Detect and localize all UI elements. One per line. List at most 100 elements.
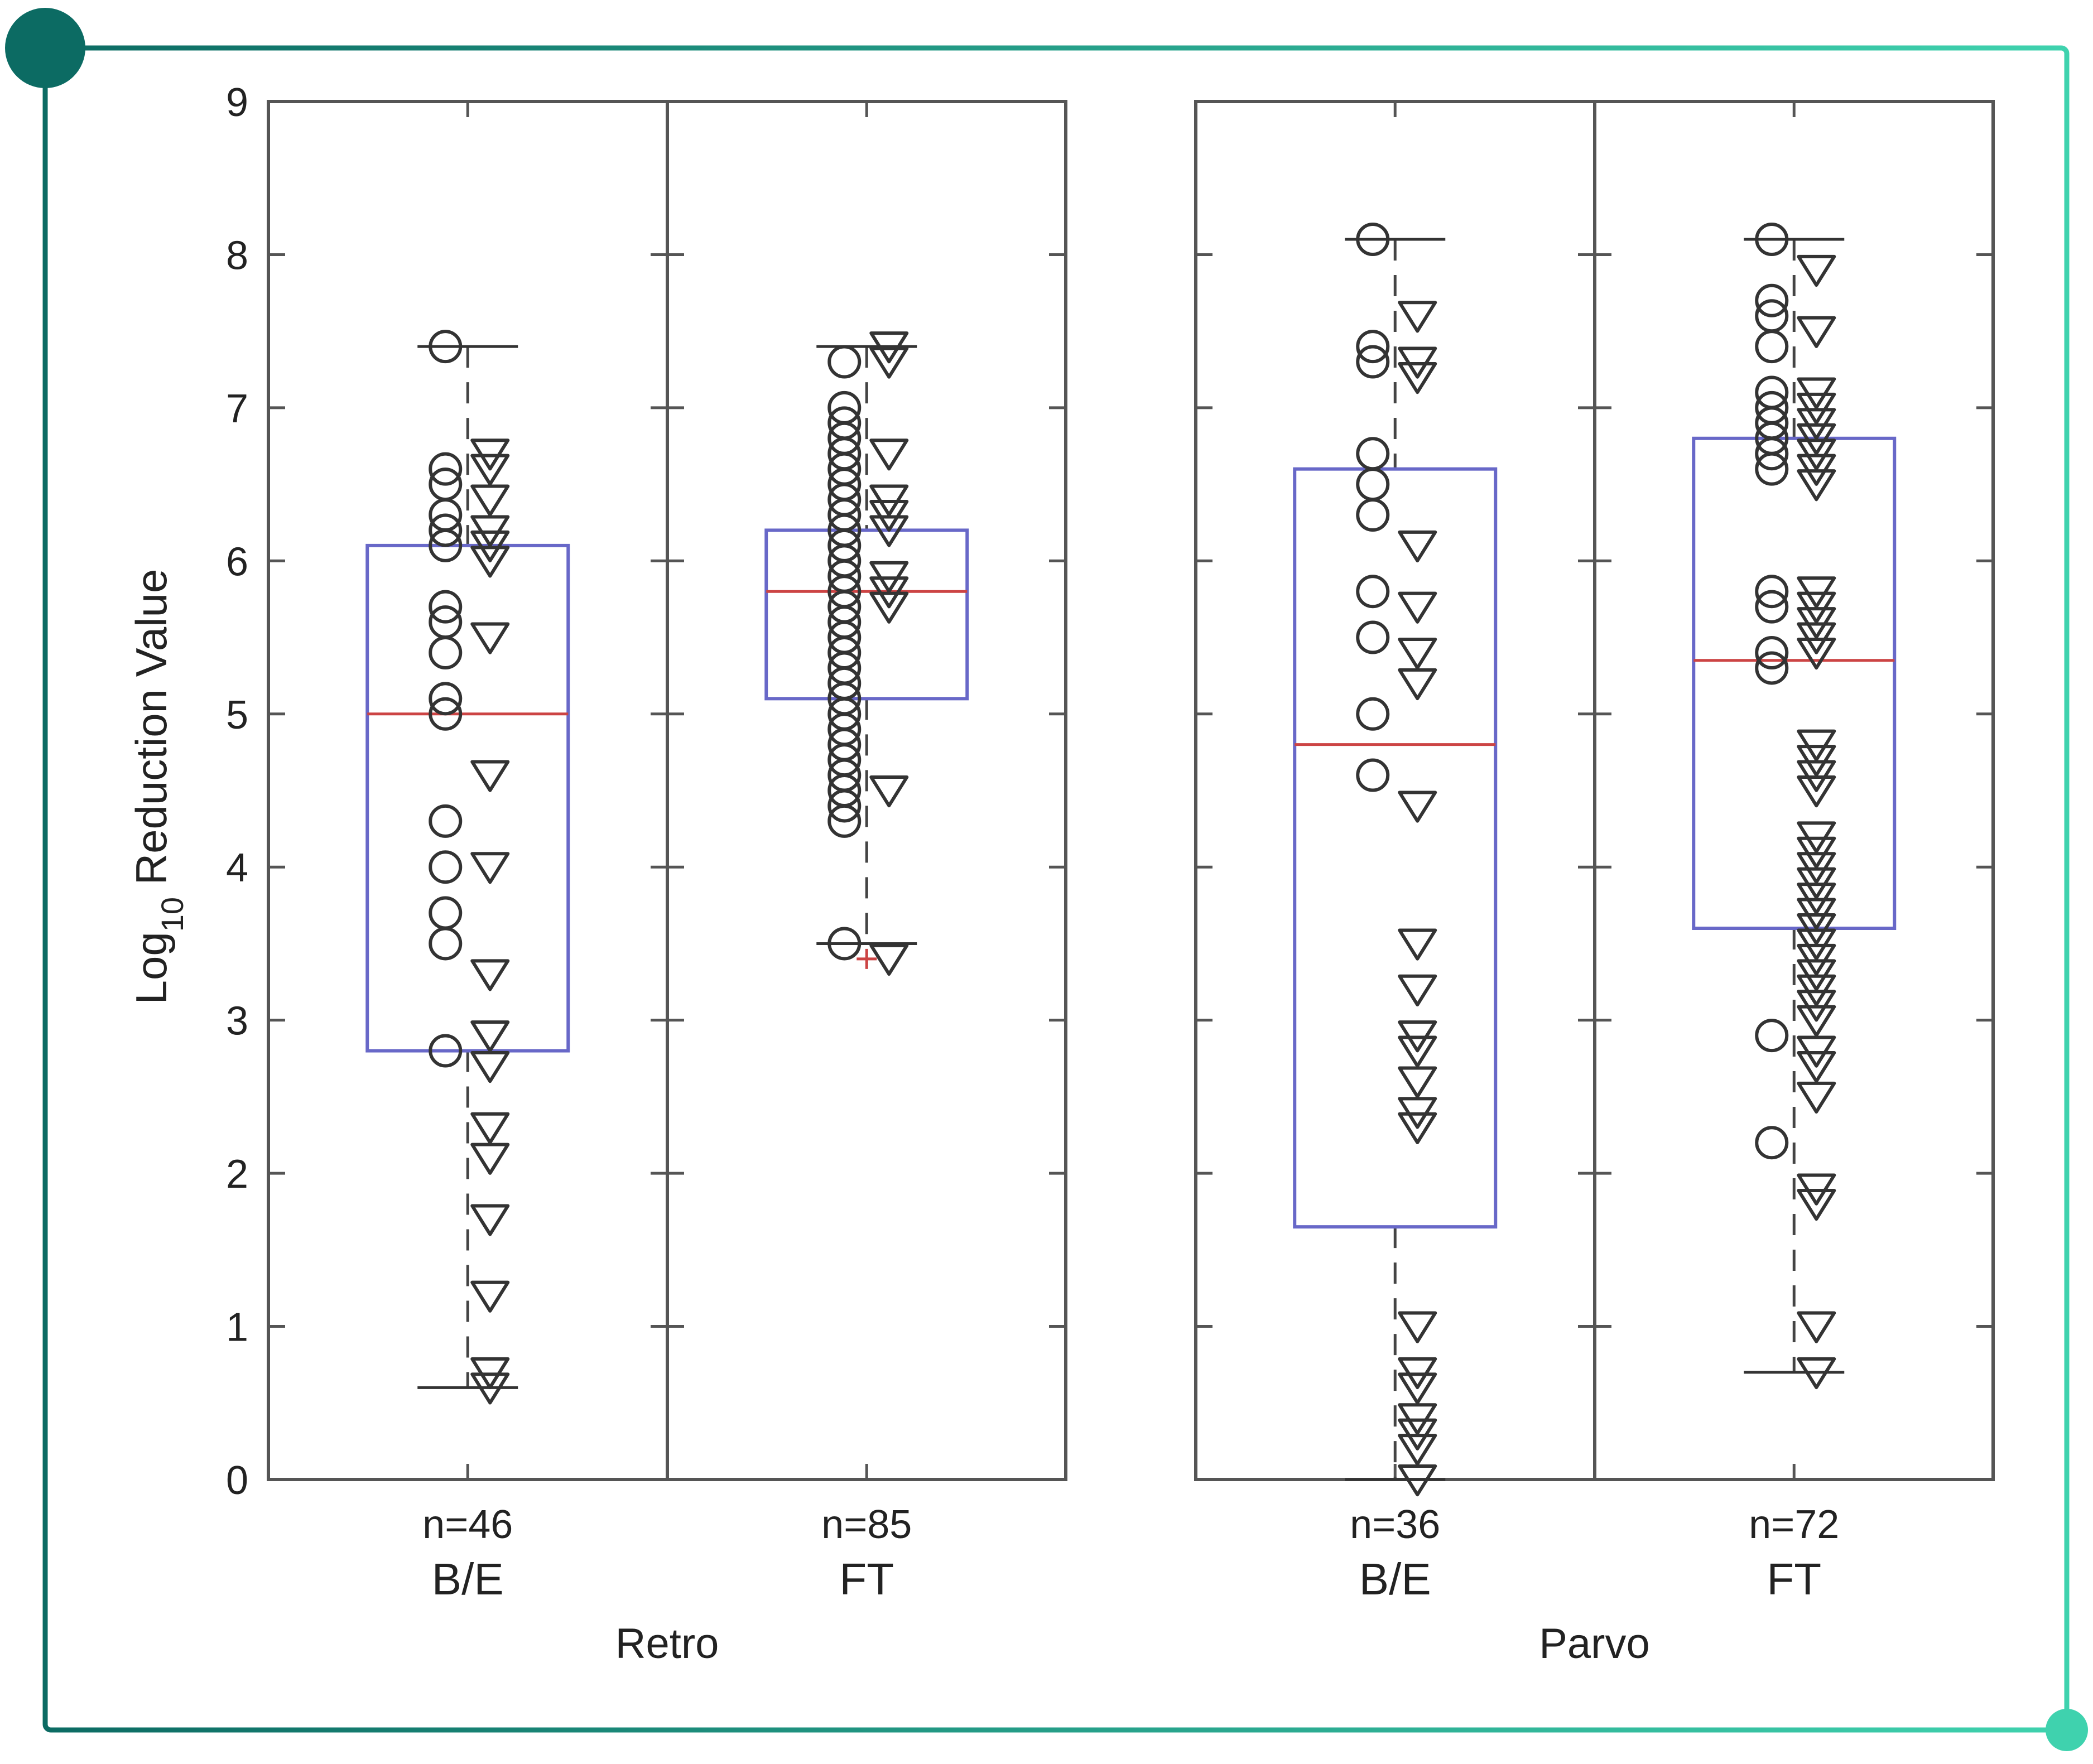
circle-data-point bbox=[827, 345, 862, 379]
triangle-data-point bbox=[1398, 1112, 1437, 1144]
triangle-data-point bbox=[1797, 1051, 1836, 1083]
triangle-data-point bbox=[1797, 469, 1836, 502]
circle-data-point bbox=[429, 927, 463, 961]
triangle-data-point bbox=[869, 438, 909, 471]
circle-data-point bbox=[429, 636, 463, 669]
box-iqr bbox=[1293, 467, 1498, 1229]
circle-data-point bbox=[429, 804, 463, 838]
group-n-label: n=72 bbox=[1749, 1502, 1839, 1547]
group-n-label: n=36 bbox=[1350, 1502, 1440, 1547]
triangle-data-point bbox=[1398, 1434, 1437, 1466]
circle-data-point bbox=[429, 682, 463, 716]
circle-data-point bbox=[1356, 758, 1390, 792]
circle-data-point bbox=[1356, 498, 1390, 532]
triangle-data-point bbox=[1398, 974, 1437, 1006]
triangle-data-point bbox=[1398, 1464, 1437, 1497]
box-iqr bbox=[764, 528, 969, 701]
circle-data-point bbox=[1755, 452, 1789, 486]
circle-data-point bbox=[1356, 620, 1390, 654]
circle-data-point bbox=[1755, 283, 1789, 317]
x-tick-label: FT bbox=[1767, 1554, 1821, 1604]
triangle-data-point bbox=[1398, 530, 1437, 563]
triangle-data-point bbox=[1398, 928, 1437, 961]
circle-data-point bbox=[429, 452, 463, 486]
triangle-data-point bbox=[470, 546, 510, 578]
y-tick-label: 0 bbox=[226, 1458, 248, 1503]
triangle-data-point bbox=[869, 515, 909, 547]
triangle-data-point bbox=[869, 775, 909, 808]
circle-data-point bbox=[429, 590, 463, 624]
triangle-data-point bbox=[1398, 791, 1437, 823]
triangle-data-point bbox=[1797, 316, 1836, 348]
y-tick-label: 9 bbox=[226, 80, 248, 125]
y-tick-label: 2 bbox=[226, 1152, 248, 1197]
circle-data-point bbox=[1755, 636, 1789, 669]
circle-data-point bbox=[429, 850, 463, 884]
y-tick-label: 7 bbox=[226, 387, 248, 431]
labels-layer: 0 1 2 3 4 5 6 7 8 9 Retro n=46 B/E n=85 FT Parvo n=36 B/E… bbox=[226, 80, 1839, 1667]
triangle-data-point bbox=[869, 591, 909, 624]
boxes-layer bbox=[365, 238, 1897, 1481]
y-tick-label: 8 bbox=[226, 233, 248, 278]
triangle-data-point bbox=[1797, 1081, 1836, 1114]
circle-data-point bbox=[429, 697, 463, 731]
triangle-data-point bbox=[470, 1051, 510, 1083]
triangle-data-point bbox=[869, 943, 909, 976]
triangle-data-point bbox=[1398, 591, 1437, 624]
circle-data-point bbox=[429, 896, 463, 930]
circle-data-point bbox=[429, 1034, 463, 1068]
triangle-data-point bbox=[1797, 1005, 1836, 1037]
frame-corner-dot-bottom-right bbox=[2046, 1709, 2088, 1751]
circle-data-point bbox=[827, 804, 862, 838]
y-tick-label: 1 bbox=[226, 1305, 248, 1350]
circle-data-point bbox=[1755, 223, 1789, 256]
circle-data-point bbox=[1755, 651, 1789, 685]
triangle-data-point bbox=[1398, 301, 1437, 333]
panel-label: Retro bbox=[615, 1620, 719, 1667]
triangle-data-point bbox=[470, 1112, 510, 1144]
decorative-frame bbox=[42, 45, 2070, 1733]
y-tick-label: 6 bbox=[226, 539, 248, 584]
circle-data-point bbox=[1755, 437, 1789, 471]
circle-data-point bbox=[1356, 223, 1390, 256]
triangle-data-point bbox=[1398, 362, 1437, 394]
triangle-data-point bbox=[470, 1280, 510, 1313]
circle-data-point bbox=[1356, 437, 1390, 471]
circle-data-point bbox=[1356, 697, 1390, 731]
circle-data-point bbox=[429, 513, 463, 547]
y-axis-label-rest: Reduction Value bbox=[127, 569, 176, 897]
panel-label: Parvo bbox=[1539, 1620, 1650, 1667]
triangle-data-point bbox=[1797, 775, 1836, 808]
triangle-data-point bbox=[1797, 1311, 1836, 1343]
triangle-data-point bbox=[1398, 1372, 1437, 1405]
triangle-data-point bbox=[1797, 254, 1836, 287]
y-axis-label: Log10 Reduction Value bbox=[127, 569, 190, 1005]
y-tick-label: 5 bbox=[226, 693, 248, 738]
triangle-data-point bbox=[470, 760, 510, 792]
circle-data-point bbox=[1755, 590, 1789, 624]
triangle-data-point bbox=[1398, 1035, 1437, 1068]
circle-data-point bbox=[1755, 1019, 1789, 1053]
triangle-data-point bbox=[1398, 638, 1437, 670]
triangle-data-point bbox=[1398, 1066, 1437, 1098]
group-n-label: n=46 bbox=[422, 1502, 513, 1547]
x-tick-label: B/E bbox=[432, 1554, 504, 1604]
markers-layer bbox=[429, 223, 1836, 1497]
circle-data-point bbox=[827, 789, 862, 823]
circle-data-point bbox=[1755, 330, 1789, 364]
triangle-data-point bbox=[470, 1204, 510, 1236]
y-axis-label-subscript: 10 bbox=[155, 897, 190, 932]
y-tick-label: 4 bbox=[226, 846, 248, 890]
circle-data-point bbox=[429, 528, 463, 562]
circle-data-point bbox=[1356, 575, 1390, 609]
triangle-data-point bbox=[470, 852, 510, 884]
x-tick-label: B/E bbox=[1359, 1554, 1431, 1604]
triangle-data-point bbox=[1398, 668, 1437, 701]
triangle-data-point bbox=[1398, 1311, 1437, 1343]
circle-data-point bbox=[1356, 330, 1390, 364]
axes-layer bbox=[267, 100, 1995, 1481]
triangle-data-point bbox=[470, 1372, 510, 1405]
triangle-data-point bbox=[1797, 638, 1836, 670]
triangle-data-point bbox=[470, 1020, 510, 1053]
